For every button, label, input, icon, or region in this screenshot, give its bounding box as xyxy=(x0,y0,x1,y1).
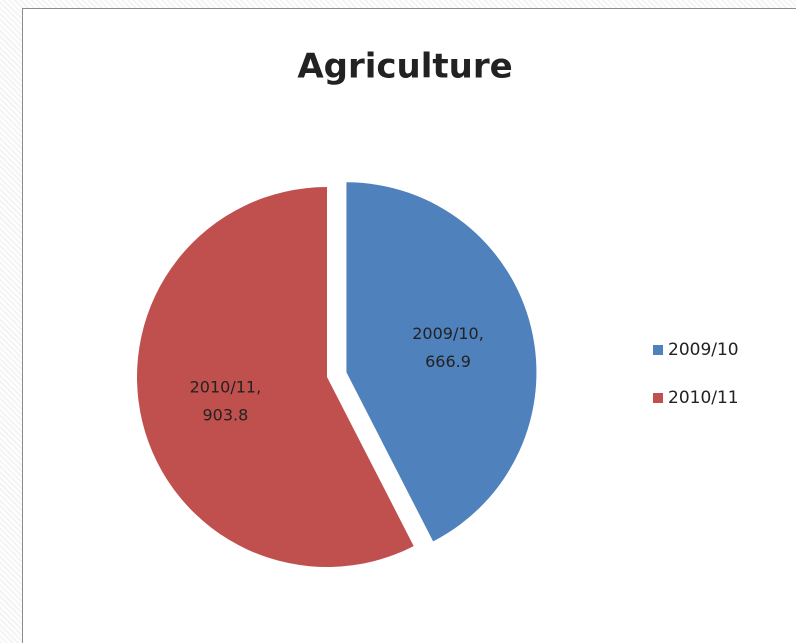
pie-slice xyxy=(137,187,414,567)
pie-slice xyxy=(346,182,537,542)
data-label-line: 666.9 xyxy=(425,351,471,370)
legend-swatch xyxy=(653,393,663,403)
data-label-line: 903.8 xyxy=(203,405,249,424)
data-label: 2009/10, 666.9 xyxy=(412,323,484,370)
legend-swatch xyxy=(653,345,663,355)
data-label-line: 2010/11, xyxy=(190,377,262,396)
chart-title: Agriculture xyxy=(297,47,512,87)
legend-label: 2009/10 xyxy=(668,340,739,360)
legend-label: 2010/11 xyxy=(668,388,739,408)
data-label-line: 2009/10, xyxy=(412,323,484,342)
data-label: 2010/11, 903.8 xyxy=(190,377,262,424)
